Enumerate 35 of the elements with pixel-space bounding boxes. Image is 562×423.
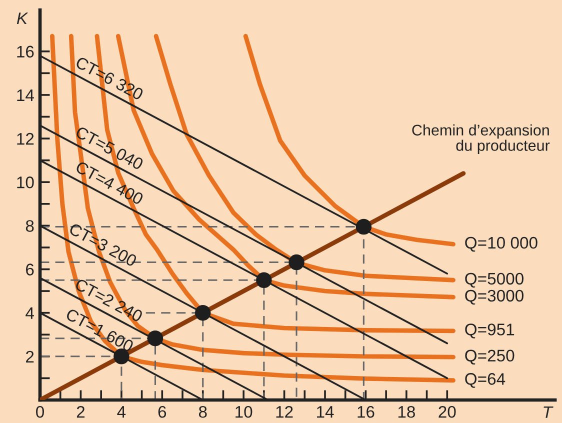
x-tick-label: 16 xyxy=(358,406,374,418)
y-tick-label: 10 xyxy=(17,176,34,188)
point xyxy=(356,218,372,235)
series-label: Q=951 xyxy=(465,324,514,338)
point xyxy=(288,254,304,270)
y-tick-label: 2 xyxy=(26,350,34,362)
text: CT=6 320 xyxy=(74,56,144,101)
point xyxy=(256,272,272,288)
y-axis-title: K xyxy=(16,12,28,24)
point xyxy=(194,304,211,321)
series-label: Q=64 xyxy=(465,373,506,388)
x-tick-label: 0 xyxy=(36,406,44,418)
y-tick-label: 4 xyxy=(26,307,34,319)
x-tick-label: 10 xyxy=(236,406,252,418)
x-tick-label: 4 xyxy=(117,406,126,418)
text: CT=3 200 xyxy=(68,222,138,268)
y-tick-label: 12 xyxy=(17,132,34,145)
y-tick-label: 14 xyxy=(17,90,34,101)
series-label: Q=3000 xyxy=(465,290,524,305)
x-tick-label: 20 xyxy=(438,406,456,418)
y-tick-label: 6 xyxy=(26,264,34,276)
y-tick-label: 16 xyxy=(17,46,34,58)
x-tick-label: 12 xyxy=(276,406,293,418)
x-tick-label: 8 xyxy=(198,406,207,418)
series-label: Q=10 000 xyxy=(465,236,538,252)
point xyxy=(147,330,164,346)
x-tick-label: 14 xyxy=(317,406,334,418)
x-tick-label: 6 xyxy=(158,406,166,418)
x-tick-label: 18 xyxy=(398,406,415,418)
series-label: Q=250 xyxy=(465,350,514,365)
y-tick-label: 8 xyxy=(26,220,34,232)
text: Chemin d’expansion du producteur xyxy=(412,124,550,154)
x-axis-title: T xyxy=(544,406,554,418)
x-tick-label: 2 xyxy=(76,406,85,418)
series-label: Q=5000 xyxy=(465,272,524,288)
